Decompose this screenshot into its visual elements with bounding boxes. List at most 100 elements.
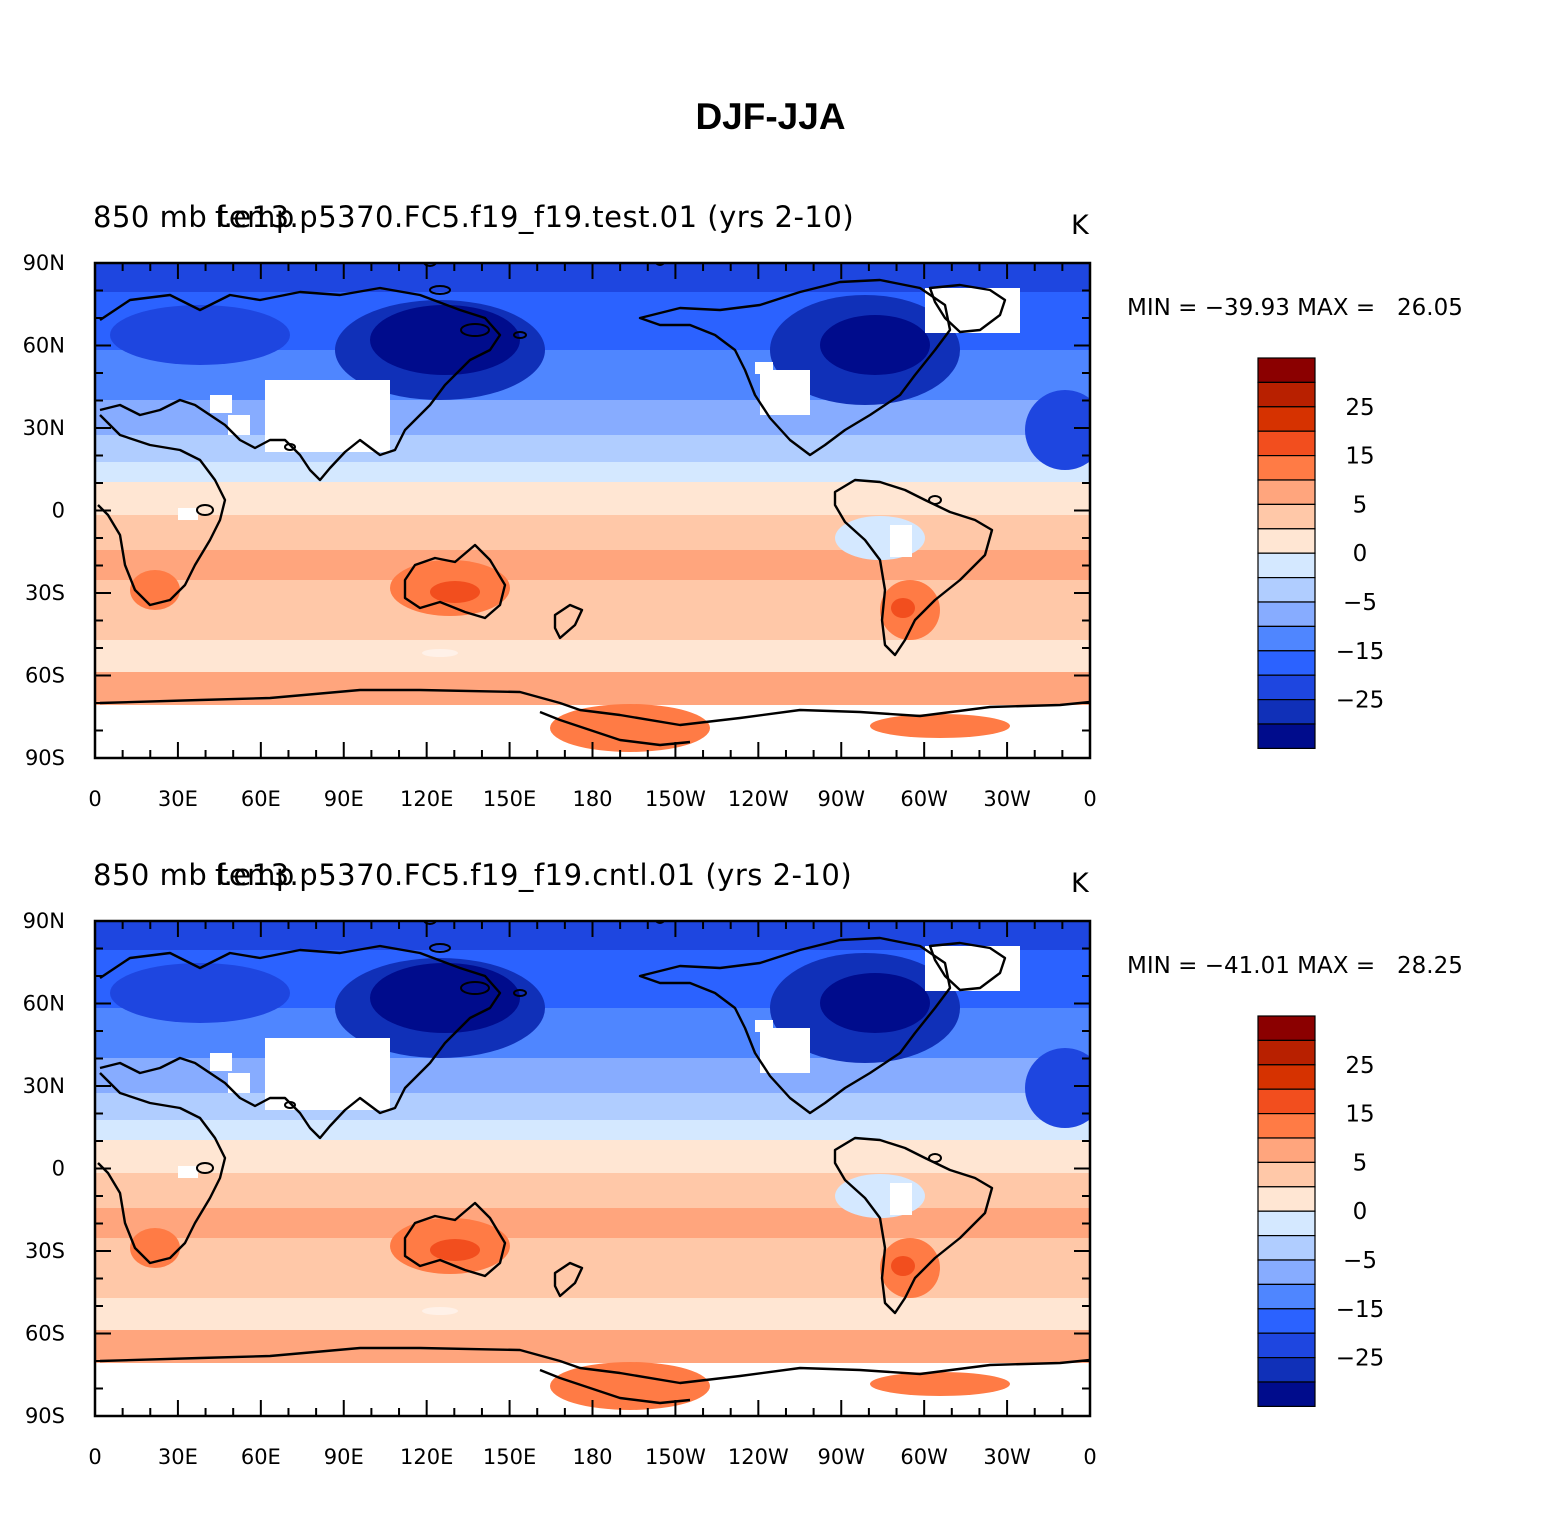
- coastline: [403, 543, 507, 620]
- warm-anomaly-weddell-sea: [870, 1372, 1010, 1396]
- masked-terrain-region: [755, 1020, 773, 1032]
- colorbar-box: [1257, 406, 1316, 432]
- colorbar-box: [1257, 479, 1316, 505]
- colorbar-label: 25: [1345, 1053, 1374, 1079]
- colorbar-label: 25: [1345, 395, 1374, 421]
- warm-anomaly-australia-core: [430, 1239, 480, 1261]
- lat-label: 30S: [25, 1239, 65, 1263]
- lon-label: 0: [88, 1445, 101, 1469]
- colorbar-box: [1257, 1308, 1316, 1334]
- lon-label: 60W: [900, 1445, 948, 1469]
- lon-label: 150E: [483, 1445, 536, 1469]
- masked-terrain-region: [210, 1053, 232, 1071]
- colorbar-box: [1257, 1161, 1316, 1188]
- masked-terrain-region: [890, 525, 912, 557]
- lon-label: 180: [572, 787, 612, 811]
- lon-label: 120W: [728, 787, 789, 811]
- coastline: [553, 603, 584, 640]
- island-outline: [429, 943, 451, 953]
- lon-label: 30W: [983, 1445, 1031, 1469]
- island-outline: [1006, 202, 1014, 208]
- coastline: [928, 941, 1007, 992]
- colorbar-box: [1257, 1186, 1316, 1212]
- colorbar-box: [1257, 1064, 1316, 1090]
- lat-label: 60S: [25, 664, 65, 688]
- colorbar-box: [1257, 650, 1316, 676]
- cold-anomaly-europe: [110, 963, 290, 1023]
- colorbar-label: 5: [1353, 492, 1368, 518]
- temperature-band: [95, 1208, 1090, 1238]
- island-outline: [284, 1101, 296, 1109]
- cold-anomaly-atlantic: [1025, 1048, 1090, 1128]
- cold-anomaly-siberia-core: [370, 305, 520, 375]
- lon-label: 30E: [158, 787, 198, 811]
- lat-label: 60N: [23, 334, 65, 358]
- colorbar-box: [1257, 552, 1316, 579]
- temperature-map: 90N 60N 30N 0 30S 60S 90S 0 30E 60E 90E 120E 150E 180…: [23, 909, 1385, 1469]
- colorbar-box: [1257, 430, 1316, 457]
- coastline: [928, 283, 1007, 334]
- map-panel-cntl: 850 mb temp f.e13.p5370.FC5.f19_f19.cntl…: [0, 858, 1541, 1518]
- warm-anomaly-ross-sea: [550, 704, 710, 752]
- map-field: [95, 921, 1090, 1416]
- coastline: [403, 1201, 507, 1278]
- min-max-readout: MIN = −41.01 MAX = 28.25: [1127, 953, 1463, 979]
- coastline: [638, 278, 952, 457]
- min-label: MIN =: [1127, 953, 1198, 979]
- island-outline: [423, 921, 437, 925]
- island-outline: [655, 263, 665, 266]
- lon-label: 180: [572, 1445, 612, 1469]
- colorbar-label: −25: [1336, 1346, 1385, 1372]
- lon-label: 90W: [818, 1445, 866, 1469]
- colorbar-box: [1257, 503, 1316, 530]
- max-label: MAX =: [1297, 295, 1376, 321]
- temperature-band: [95, 462, 1090, 482]
- temperature-band: [95, 1058, 1090, 1093]
- colorbar-box: [1257, 455, 1316, 481]
- coastline: [539, 710, 691, 747]
- island-outline: [513, 989, 527, 997]
- island-outline: [460, 981, 490, 995]
- colorbar-box: [1257, 1210, 1316, 1237]
- colorbar-box: [1257, 528, 1316, 554]
- masked-terrain-region: [210, 395, 232, 413]
- lon-label: 120W: [728, 1445, 789, 1469]
- panel-units-label: K: [1071, 868, 1089, 899]
- lon-label: 0: [88, 787, 101, 811]
- colorbar-label: 15: [1345, 444, 1374, 470]
- coastline: [833, 1136, 994, 1315]
- max-value: 26.05: [1397, 295, 1463, 321]
- masked-terrain-region: [760, 370, 810, 415]
- warm-anomaly-argentina-core: [891, 1256, 915, 1276]
- warm-anomaly-argentina-core: [891, 598, 915, 618]
- colorbar-label: 0: [1353, 1199, 1368, 1225]
- lon-label: 60E: [241, 1445, 281, 1469]
- temperature-band: [95, 515, 1090, 550]
- temperature-band: [95, 1173, 1090, 1208]
- lon-label: 0: [1083, 787, 1096, 811]
- colorbar-box: [1257, 1235, 1316, 1261]
- lon-label: 30W: [983, 787, 1031, 811]
- coastline: [99, 688, 1090, 727]
- colorbar-box: [1257, 1113, 1316, 1139]
- colorbar-box: [1257, 674, 1316, 701]
- coastline: [553, 1261, 584, 1298]
- lat-label: 0: [52, 1157, 65, 1181]
- colorbar-box: [1257, 1357, 1316, 1383]
- colorbar-label: 5: [1353, 1150, 1368, 1176]
- island-outline: [460, 323, 490, 337]
- lon-label: 120E: [400, 1445, 453, 1469]
- max-label: MAX =: [1297, 953, 1376, 979]
- colorbar-box: [1257, 723, 1316, 749]
- min-value: −41.01: [1204, 953, 1290, 979]
- panel-case-label: f.e13.p5370.FC5.f19_f19.cntl.01 (yrs 2-1…: [215, 858, 853, 892]
- lat-label: 90N: [23, 251, 65, 275]
- island-outline: [513, 331, 527, 339]
- island-outline: [423, 263, 437, 267]
- island-outline: [429, 285, 451, 295]
- island-outline: [196, 1162, 214, 1174]
- lon-label: 60W: [900, 787, 948, 811]
- lon-label: 90E: [324, 1445, 364, 1469]
- temperature-band: [95, 1238, 1090, 1298]
- temperature-band: [95, 400, 1090, 435]
